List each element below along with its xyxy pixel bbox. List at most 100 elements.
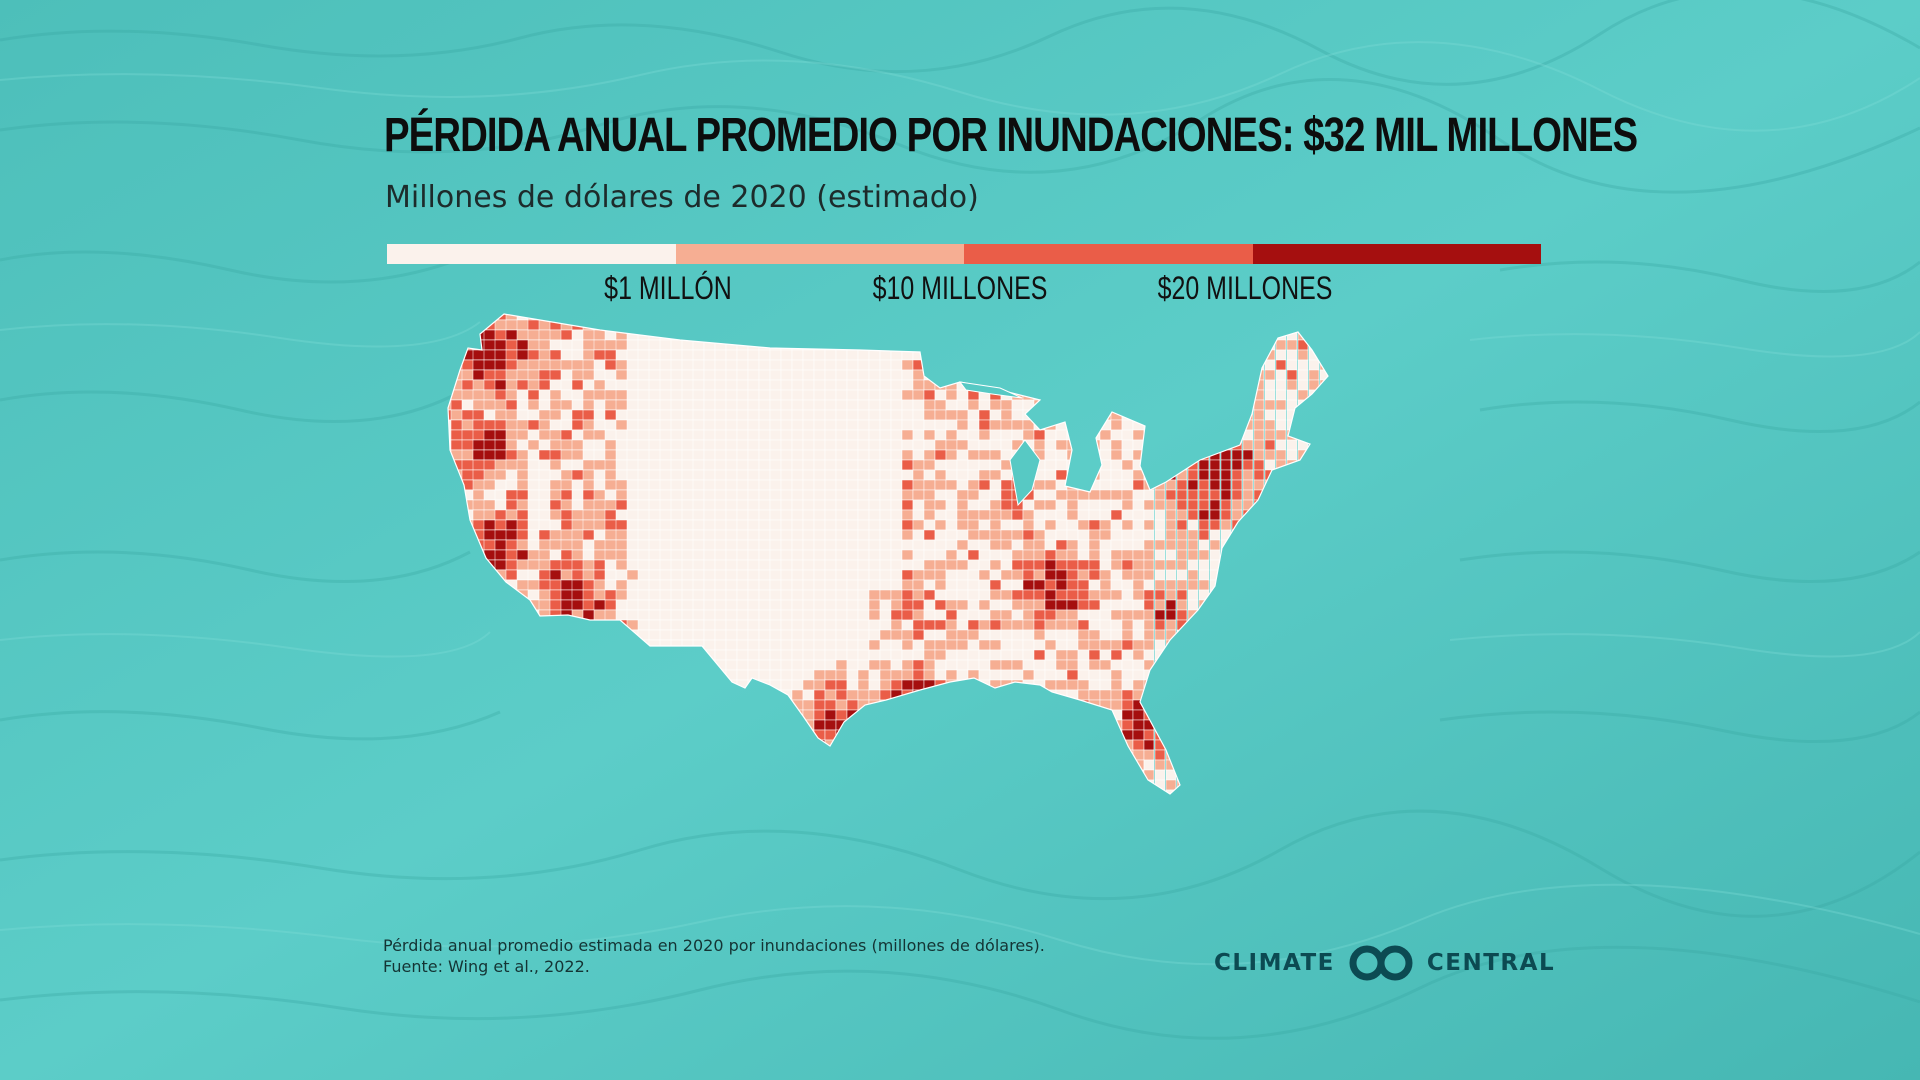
county-cell	[1110, 759, 1123, 771]
county-cell	[934, 669, 947, 681]
county-cell	[835, 329, 848, 341]
county-cell	[1265, 290, 1275, 300]
county-cell	[1099, 579, 1112, 591]
county-cell	[890, 459, 903, 471]
county-cell	[1331, 470, 1341, 480]
county-cell	[1441, 410, 1451, 420]
county-cell	[1166, 300, 1176, 310]
county-cell	[1044, 469, 1057, 481]
county-cell	[1463, 690, 1473, 700]
county-cell	[571, 789, 595, 794]
county-cell	[703, 349, 716, 361]
county-cell	[1253, 349, 1265, 361]
county-cell	[692, 499, 705, 511]
county-cell	[1231, 599, 1243, 611]
county-cell	[780, 789, 793, 794]
county-cell	[1099, 559, 1112, 571]
county-cell	[637, 739, 661, 751]
county-cell	[781, 800, 792, 810]
county-cell	[1364, 670, 1374, 680]
county-cell	[1033, 549, 1046, 561]
county-cell	[868, 669, 881, 681]
county-cell	[1286, 719, 1298, 731]
county-cell	[847, 810, 858, 820]
county-cell	[527, 729, 551, 741]
county-cell	[1165, 379, 1177, 391]
county-cell	[835, 569, 848, 581]
county-cell	[560, 629, 584, 641]
county-cell	[1408, 300, 1418, 310]
county-cell	[923, 429, 936, 441]
county-cell	[605, 810, 627, 820]
county-cell	[448, 729, 463, 741]
county-cell	[1187, 679, 1199, 691]
county-cell	[1474, 600, 1480, 610]
county-cell	[1286, 599, 1298, 611]
county-cell	[615, 739, 639, 751]
county-cell	[934, 499, 947, 511]
county-cell	[780, 539, 793, 551]
county-cell	[583, 810, 605, 820]
county-cell	[736, 709, 749, 721]
county-cell	[1209, 609, 1221, 621]
county-cell	[1242, 709, 1254, 721]
county-cell	[945, 739, 958, 751]
county-cell	[1386, 320, 1396, 330]
county-cell	[1297, 409, 1309, 421]
county-cell	[1198, 679, 1210, 691]
county-cell	[1419, 780, 1429, 790]
county-cell	[868, 429, 881, 441]
county-cell	[868, 539, 881, 551]
county-cell	[1187, 419, 1199, 431]
county-cell	[1066, 679, 1079, 691]
county-cell	[1176, 749, 1188, 761]
county-cell	[1044, 759, 1057, 771]
county-cell	[1253, 319, 1265, 331]
county-cell	[1375, 320, 1385, 330]
county-cell	[681, 329, 705, 341]
county-cell	[1441, 710, 1451, 720]
county-cell	[1254, 290, 1264, 300]
county-cell	[1264, 659, 1276, 671]
county-cell	[857, 479, 870, 491]
county-cell	[747, 529, 760, 541]
county-cell	[1232, 800, 1242, 810]
county-cell	[956, 369, 969, 381]
county-cell	[1209, 399, 1221, 411]
county-cell	[934, 559, 947, 571]
county-cell	[494, 769, 518, 781]
county-cell	[1000, 409, 1013, 421]
county-cell	[472, 589, 496, 601]
county-cell	[1088, 609, 1101, 621]
county-cell	[769, 399, 782, 411]
county-cell	[1342, 780, 1352, 790]
county-cell	[1044, 359, 1057, 371]
county-cell	[1353, 570, 1363, 580]
county-cell	[1419, 730, 1429, 740]
county-cell	[912, 649, 925, 661]
county-cell	[747, 609, 760, 621]
county-cell	[571, 729, 595, 741]
county-cell	[1044, 509, 1057, 521]
county-cell	[714, 599, 727, 611]
county-cell	[1286, 319, 1298, 331]
county-cell	[802, 459, 815, 471]
county-cell	[824, 639, 837, 651]
county-cell	[1319, 589, 1328, 601]
county-cell	[1231, 359, 1243, 371]
county-cell	[1011, 559, 1024, 571]
county-cell	[780, 429, 793, 441]
county-cell	[1132, 369, 1145, 381]
county-cell	[1155, 300, 1165, 310]
county-cell	[945, 769, 958, 781]
county-cell	[989, 399, 1002, 411]
county-cell	[1055, 679, 1068, 691]
county-cell	[1275, 699, 1287, 711]
county-cell	[1297, 509, 1309, 521]
county-cell	[978, 329, 991, 341]
county-cell	[978, 429, 991, 441]
county-cell	[450, 649, 474, 661]
county-cell	[736, 399, 749, 411]
county-cell	[1055, 389, 1068, 401]
county-cell	[593, 319, 617, 331]
